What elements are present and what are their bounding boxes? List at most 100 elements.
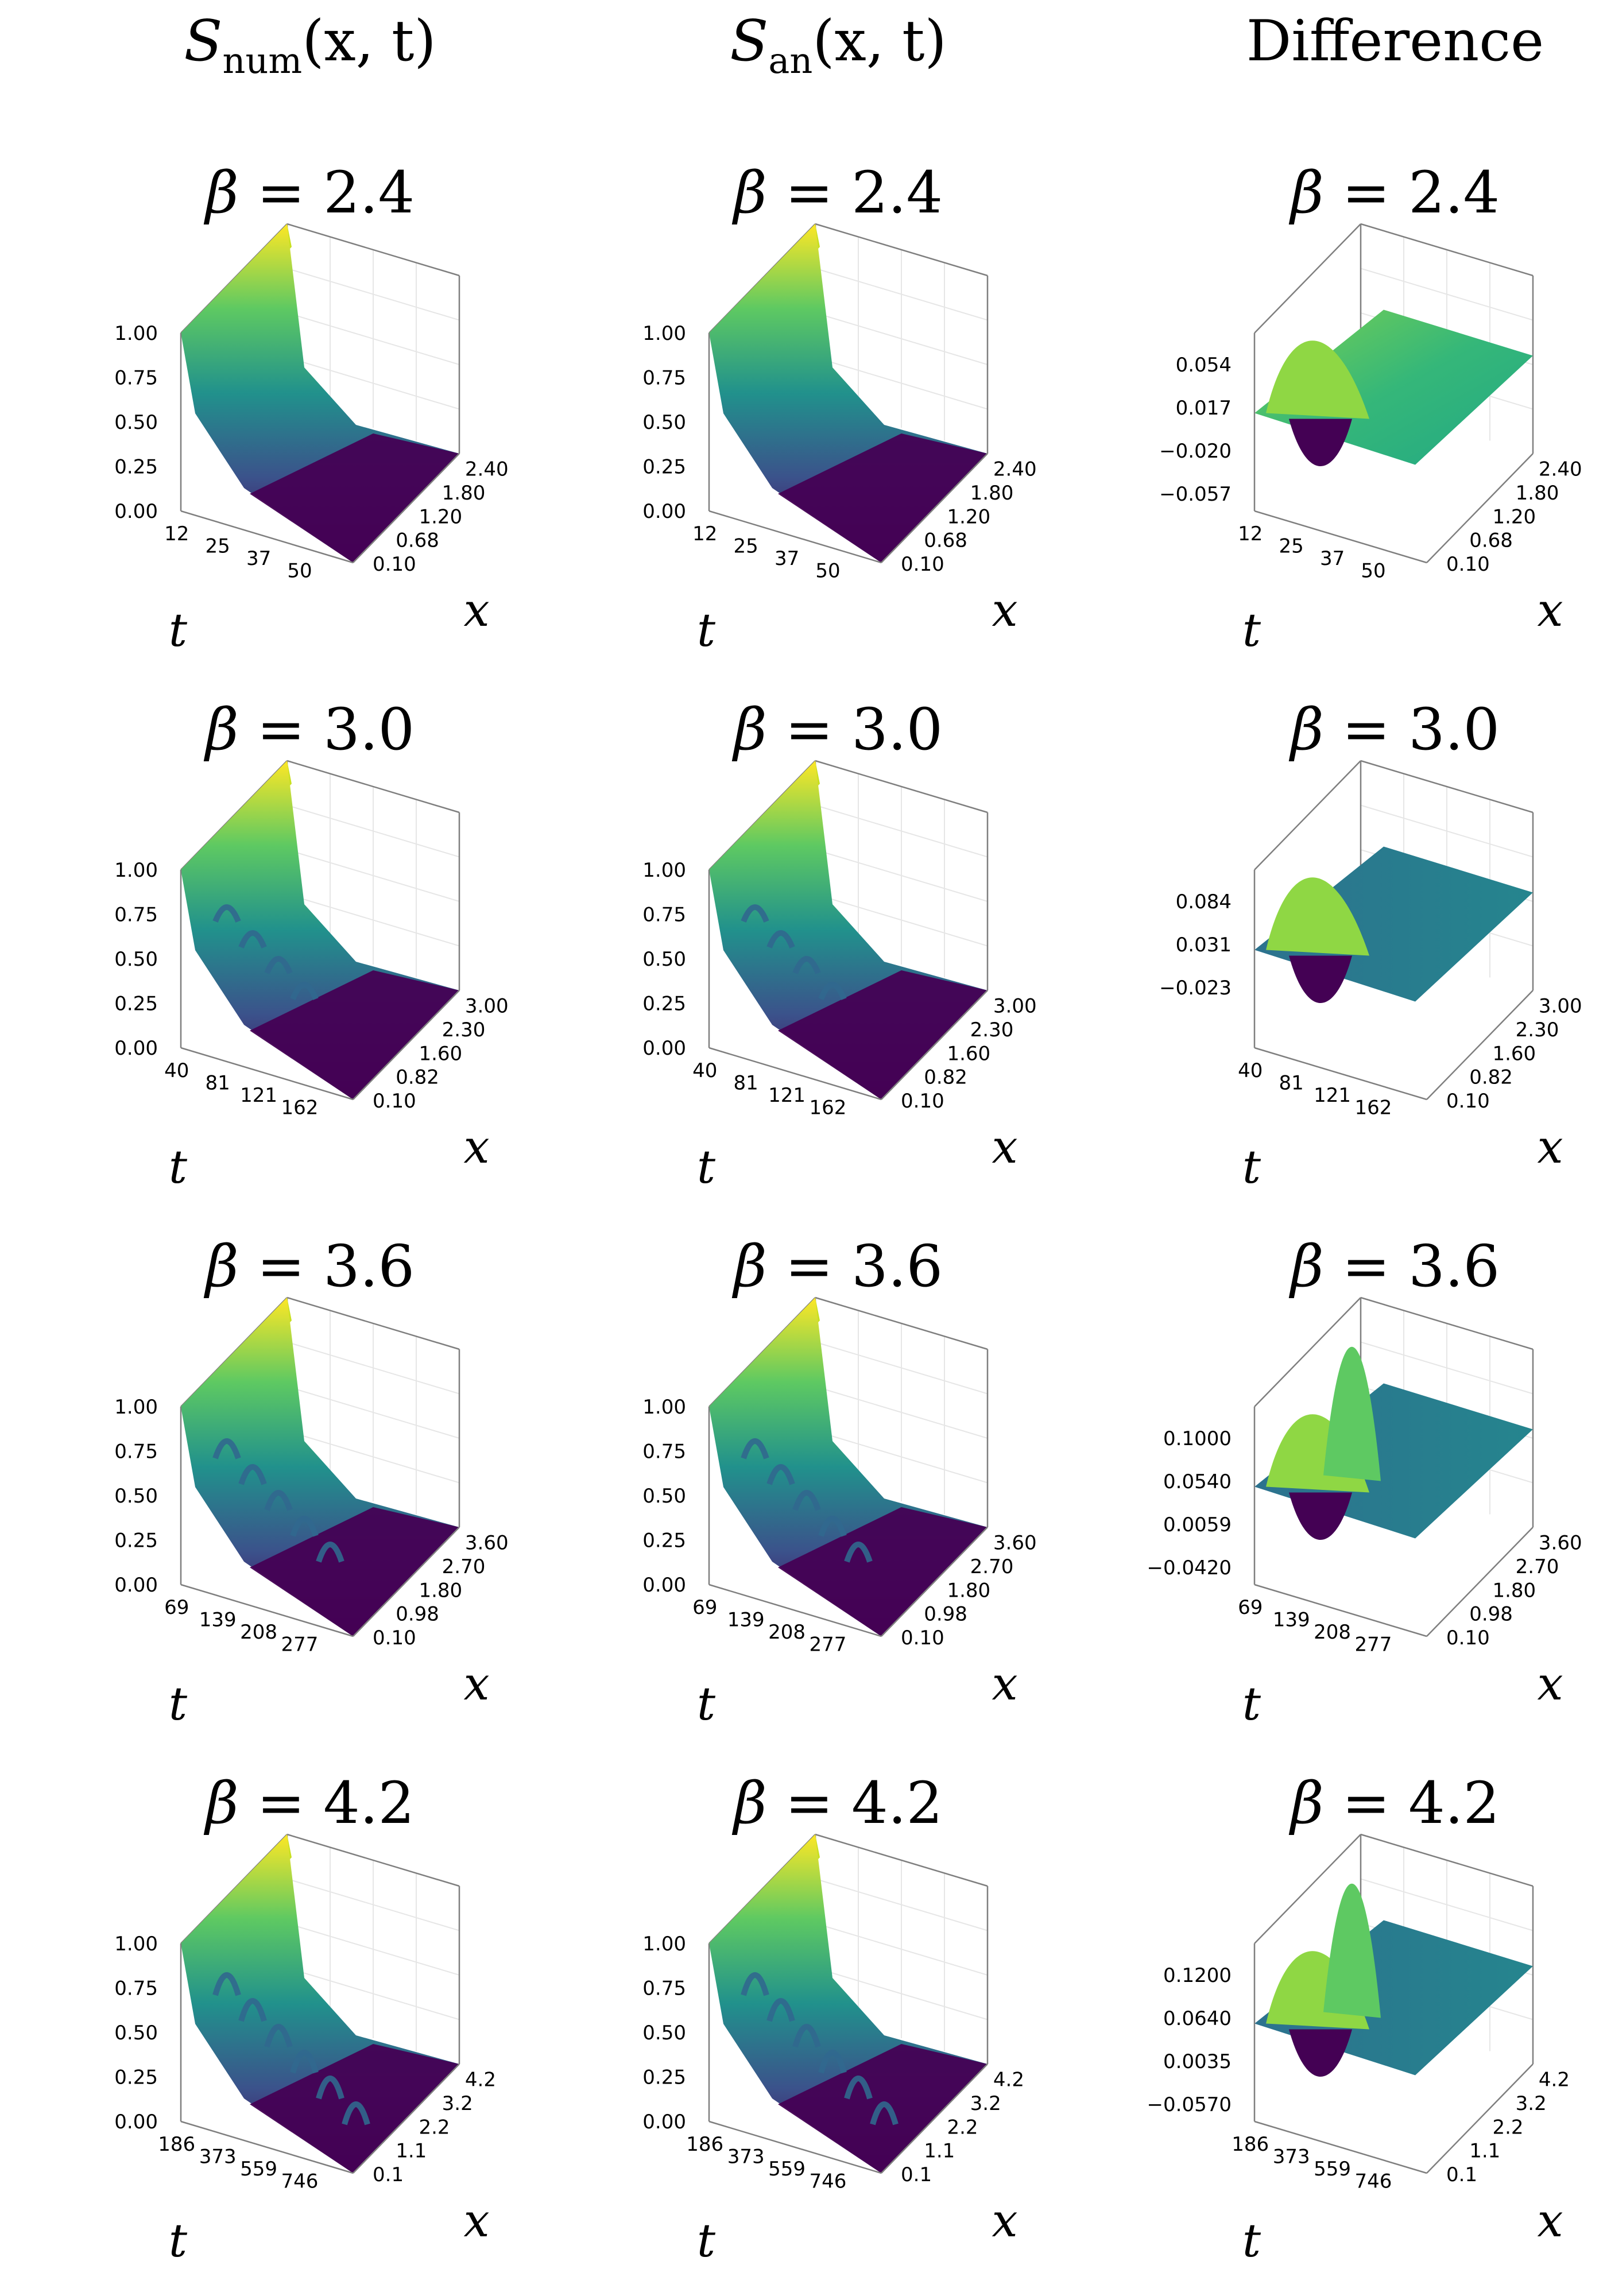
beta-value: = 2.4 xyxy=(239,159,415,226)
frame-top-back xyxy=(1360,1296,1534,1350)
t-axis-label: t xyxy=(1242,603,1261,657)
frame-top-back xyxy=(286,1296,460,1350)
t-tick-label: 162 xyxy=(281,1097,319,1120)
surface-oscillation xyxy=(844,2076,873,2100)
surface-floor xyxy=(250,2044,459,2173)
z-tick-label: 0.00 xyxy=(642,2111,686,2134)
column-title-snum: Snum(x, t) xyxy=(184,9,436,82)
x-tick-label: 1.1 xyxy=(1469,2140,1500,2163)
t-tick-label: 139 xyxy=(727,1609,765,1632)
panel-title: β = 4.2 xyxy=(1288,1770,1500,1837)
z-tick-label: −0.057 xyxy=(1159,483,1232,506)
x-tick-label: 3.2 xyxy=(970,2092,1001,2115)
x-tick-label: 1.80 xyxy=(1492,1579,1536,1602)
x-tick-label: 1.1 xyxy=(924,2140,955,2163)
z-tick-label: 0.00 xyxy=(114,1574,158,1597)
t-tick-label: 69 xyxy=(164,1596,189,1619)
t-tick-label: 121 xyxy=(768,1084,806,1107)
surface-oscillation xyxy=(766,930,795,948)
surface-floor xyxy=(778,970,988,1099)
x-tick-label: 0.82 xyxy=(924,1066,967,1089)
t-tick-label: 277 xyxy=(281,1633,319,1656)
surface-oscillation xyxy=(290,1516,319,1537)
t-tick-label: 50 xyxy=(815,560,840,583)
x-tick-label: 1.20 xyxy=(419,505,462,528)
z-tick-label: 0.75 xyxy=(642,367,686,390)
beta-value: = 3.6 xyxy=(239,1233,415,1300)
x-axis-label: x xyxy=(992,2194,1017,2247)
x-tick-label: 0.10 xyxy=(901,1627,944,1650)
t-tick-label: 69 xyxy=(1238,1596,1263,1619)
t-axis-label: t xyxy=(169,1140,188,1194)
x-axis-label: x xyxy=(1537,1657,1563,1710)
z-tick-label: 0.00 xyxy=(642,1037,686,1060)
x-tick-label: 0.1 xyxy=(901,2163,932,2186)
surface-oscillation xyxy=(264,2024,293,2048)
x-tick-label: 2.30 xyxy=(1516,1019,1559,1041)
t-tick-label: 746 xyxy=(281,2170,319,2193)
surface-oscillation xyxy=(316,1542,344,1563)
frame-top-left xyxy=(1254,223,1361,334)
z-tick-label: 0.00 xyxy=(642,1574,686,1597)
beta-value: = 3.6 xyxy=(1324,1233,1500,1300)
x-axis-label: x xyxy=(463,1657,489,1710)
x-tick-label: 0.10 xyxy=(373,1627,416,1650)
surface-oscillation xyxy=(844,1542,873,1563)
x-tick-label: 2.2 xyxy=(419,2116,450,2139)
x-tick-label: 1.80 xyxy=(1516,482,1559,505)
beta-symbol: β xyxy=(1288,1770,1324,1837)
frame-top-back xyxy=(1360,1833,1534,1887)
surface-oscillation xyxy=(264,956,293,974)
frame-front-bottom-x xyxy=(881,990,988,1100)
x-tick-label: 0.10 xyxy=(1446,1627,1490,1650)
z-tick-label: −0.023 xyxy=(1159,977,1232,1000)
x-axis-label: x xyxy=(992,1657,1017,1710)
column-title-difference: Difference xyxy=(1246,9,1544,74)
surface-oscillation xyxy=(741,1972,769,1996)
x-tick-label: 0.10 xyxy=(1446,553,1490,576)
t-tick-label: 81 xyxy=(206,1072,230,1095)
x-axis-label: x xyxy=(1537,583,1563,637)
t-tick-label: 208 xyxy=(768,1621,806,1644)
x-tick-label: 0.98 xyxy=(1469,1603,1513,1626)
panel-title: β = 2.4 xyxy=(1288,159,1500,226)
frame-front-bottom-t xyxy=(708,1583,882,1637)
surface-oscillation xyxy=(870,2101,899,2125)
t-tick-label: 50 xyxy=(1361,560,1385,583)
panel-difference-row-4: β = 4.2 0.1200 0.0640 0.0035 −0.057018637355… xyxy=(1147,1770,1570,2267)
z-tick-label: 0.00 xyxy=(114,1037,158,1060)
surface-floor xyxy=(250,970,459,1099)
difference-dip xyxy=(1289,419,1352,466)
frame-top-back xyxy=(286,1833,460,1887)
x-tick-label: 3.2 xyxy=(1516,2092,1547,2115)
panel-title: β = 3.0 xyxy=(731,696,943,763)
frame-top-left xyxy=(1254,760,1361,870)
beta-symbol: β xyxy=(731,159,767,226)
panel-title: β = 4.2 xyxy=(203,1770,415,1837)
z-tick-label: −0.020 xyxy=(1159,440,1232,463)
x-tick-label: 1.80 xyxy=(442,482,486,505)
surface-floor xyxy=(778,2044,988,2173)
x-tick-label: 0.68 xyxy=(396,529,439,552)
z-tick-label: 1.00 xyxy=(642,859,686,882)
x-tick-label: 2.2 xyxy=(947,2116,978,2139)
x-tick-label: 4.2 xyxy=(1539,2069,1570,2092)
z-tick-label: 0.75 xyxy=(114,1441,158,1463)
surface-oscillation xyxy=(212,1972,241,1996)
t-tick-label: 37 xyxy=(775,547,799,570)
beta-value: = 4.2 xyxy=(239,1770,415,1837)
frame-front-bottom-x xyxy=(353,453,460,563)
t-axis-label: t xyxy=(169,603,188,657)
x-tick-label: 2.70 xyxy=(1516,1555,1559,1578)
difference-dip xyxy=(1289,1492,1352,1540)
beta-symbol: β xyxy=(1288,159,1324,226)
t-tick-label: 81 xyxy=(1279,1072,1304,1095)
x-tick-label: 2.40 xyxy=(993,458,1037,481)
frame-top-back xyxy=(1360,223,1534,277)
surface-oscillation xyxy=(818,2050,847,2074)
x-tick-label: 2.30 xyxy=(970,1019,1014,1041)
